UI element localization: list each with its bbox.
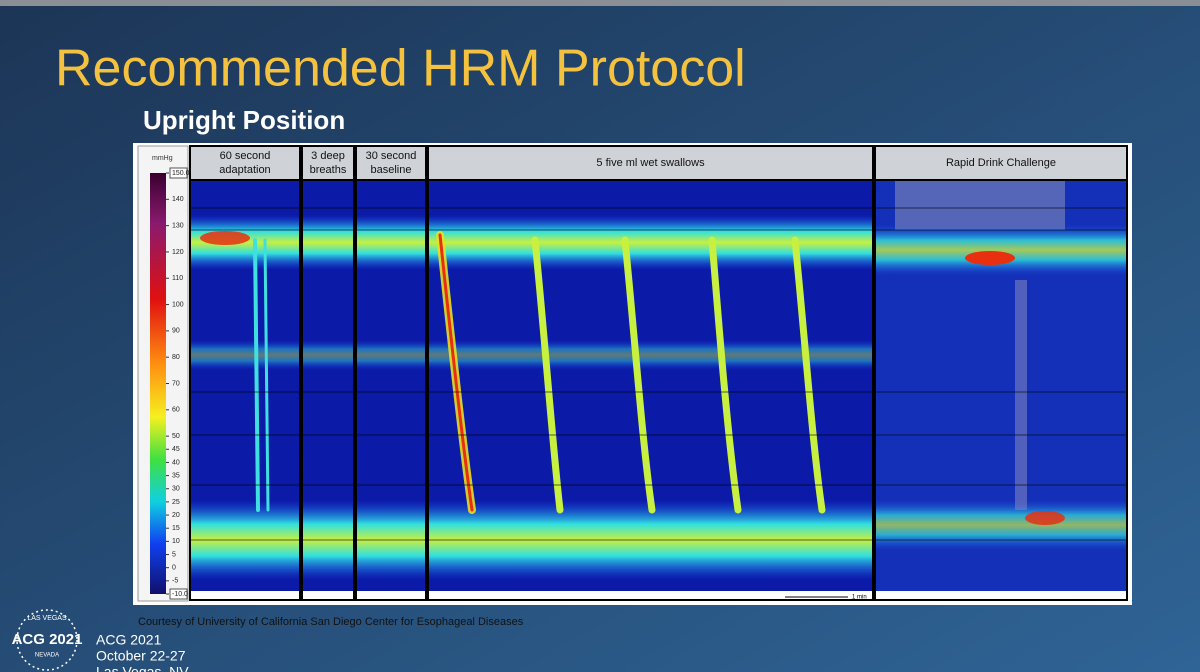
logo-top: LAS VEGAS <box>27 615 67 622</box>
phase-label: breaths <box>310 164 347 176</box>
phase-label: 5 five ml wet swallows <box>596 157 705 169</box>
grid <box>190 207 1127 541</box>
rdc-band <box>875 225 1127 275</box>
hot-spot <box>200 231 250 245</box>
colorbar-tick-label: 110 <box>172 275 183 282</box>
swallows <box>253 231 826 514</box>
phase-frame <box>189 145 301 601</box>
slide-subtitle: Upright Position <box>143 105 345 135</box>
colorbar-tick-label: 80 <box>172 354 180 361</box>
logo-main: ACG 2021 <box>12 631 83 648</box>
colorbar-tick-label: 35 <box>172 472 180 479</box>
colorbar <box>150 173 166 594</box>
phase-headers: 60 second adaptation 3 deep breaths 30 secon… <box>189 145 1128 601</box>
colorbar-tick-label: 70 <box>172 380 180 387</box>
colorbar-tick-label: 25 <box>172 499 180 506</box>
colorbar-label: mmHg <box>152 155 173 162</box>
mid-band <box>190 340 875 370</box>
logo-sub: NEVADA <box>35 653 59 659</box>
tick-box <box>169 167 188 179</box>
courtesy-note: Courtesy of University of California San… <box>138 616 524 628</box>
rdc-artifact <box>895 180 1065 230</box>
phase-label: 60 second <box>220 150 271 162</box>
colorbar-tick-label: 45 <box>172 446 180 453</box>
phase-frame <box>355 145 427 601</box>
colorbar-tick-label: 100 <box>172 301 184 308</box>
colorbar-tick-label: 120 <box>172 249 184 256</box>
colorbar-tick-label: 150.0 <box>172 170 190 177</box>
colorbar-tick-label: 90 <box>172 328 180 335</box>
colorbar-tick-label: 30 <box>172 486 180 493</box>
colorbar-tick-label: 140 <box>172 196 184 203</box>
hot-spot <box>965 251 1015 265</box>
colorbar-tick-label: 20 <box>172 512 180 519</box>
slide-title: Recommended HRM Protocol <box>55 40 746 98</box>
colorbar-tick-label: -10.0 <box>172 591 188 598</box>
phase-label: 30 second <box>366 150 417 162</box>
colorbar-tick-label: 60 <box>172 407 180 414</box>
colorbar-tick-label: 130 <box>172 222 184 229</box>
phase-frame <box>874 145 1128 601</box>
phase-frame <box>427 145 874 601</box>
scale-label: 1 min <box>852 595 867 601</box>
event-line: Las Vegas, NV <box>96 664 189 672</box>
plot-footer <box>190 591 1127 598</box>
phase-header <box>874 145 1128 181</box>
phase-label: Rapid Drink Challenge <box>946 157 1056 169</box>
event-line: ACG 2021 <box>96 632 162 648</box>
rdc-les-band <box>875 500 1127 550</box>
colorbar-tick-label: 15 <box>172 525 180 532</box>
hot-spot <box>1025 511 1065 525</box>
colorbar-tick-label: 40 <box>172 459 180 466</box>
colorbar-tick-label: 5 <box>172 551 176 558</box>
rdc-air <box>1015 280 1027 510</box>
acg-logo: LAS VEGAS ACG 2021 NEVADA <box>12 609 83 671</box>
phase-label: 3 deep <box>311 150 345 162</box>
event-line: October 22-27 <box>96 648 186 664</box>
colorbar-tick-label: 0 <box>172 565 176 572</box>
colorbar-tick-label: 50 <box>172 433 180 440</box>
colorbar-tick-label: 10 <box>172 538 180 545</box>
phase-frame <box>301 145 355 601</box>
pressure-topography: 1 min <box>190 180 1127 601</box>
top-strip <box>0 0 1200 6</box>
colorbar-tick-label: -5 <box>172 578 178 585</box>
tick-box <box>169 588 188 600</box>
phase-label: baseline <box>371 164 412 176</box>
phase-label: adaptation <box>219 164 270 176</box>
